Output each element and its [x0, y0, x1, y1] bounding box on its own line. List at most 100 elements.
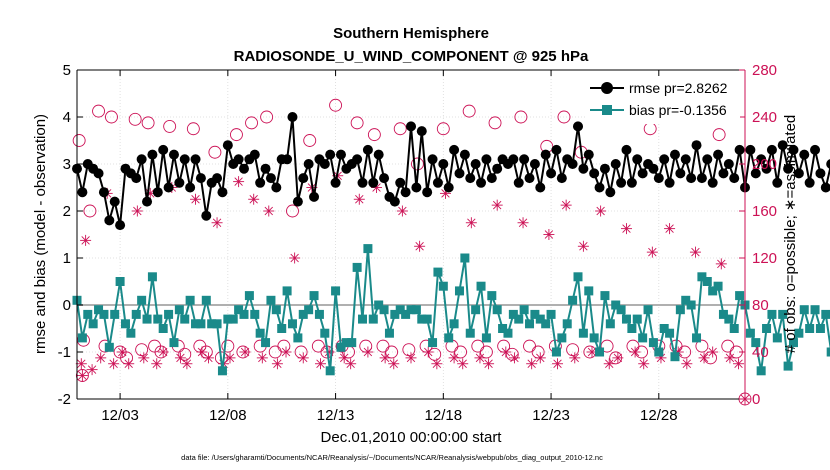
rmse-point: [734, 144, 745, 155]
rmse-point: [239, 163, 249, 174]
rmse-point: [529, 159, 540, 169]
bias-point: [643, 305, 653, 315]
rmse-point: [443, 182, 454, 193]
rmse-point: [578, 163, 589, 174]
bias-point: [454, 286, 464, 296]
obs-assimilated-marker: [534, 352, 546, 364]
obs-assimilated-marker: [560, 199, 572, 211]
bias-point: [304, 305, 314, 315]
obs-possible-marker: [350, 116, 364, 130]
obs-possible-marker: [163, 119, 177, 133]
obs-assimilated-marker: [422, 346, 434, 358]
bias-point: [266, 295, 276, 305]
rmse-point: [195, 173, 206, 184]
bias-point: [164, 309, 174, 319]
bias-point: [438, 281, 448, 291]
bias-point: [368, 314, 378, 324]
bias-point: [331, 286, 341, 296]
rmse-point: [653, 173, 664, 184]
bias-point: [503, 328, 513, 338]
axis-ticks: 12/03 12/08 12/13 12/18 12/23 12/28 -2 -1 0 1 2 3 4 5…: [58, 62, 777, 424]
rmse-point: [686, 173, 697, 184]
rmse-point: [174, 177, 185, 188]
bias-point: [508, 309, 518, 319]
rmse-point: [691, 140, 702, 151]
rmse-point: [131, 173, 142, 184]
bias-point: [772, 333, 782, 343]
bias-point: [250, 309, 260, 319]
obs-assimilated-marker: [323, 346, 335, 358]
bias-point: [395, 305, 405, 315]
bias-point: [363, 244, 373, 254]
rmse-point: [804, 177, 815, 188]
bias-point: [627, 324, 637, 333]
bias-point: [675, 305, 685, 315]
y2-tick-label: 80: [752, 297, 769, 314]
bias-point: [794, 328, 804, 338]
bias-point: [638, 333, 648, 343]
bias-point: [557, 333, 567, 343]
obs-possible-marker: [141, 116, 155, 130]
y2-tick-label: 200: [752, 156, 777, 173]
rmse-point: [486, 173, 497, 184]
obs-assimilated-marker: [116, 346, 128, 358]
rmse-point: [573, 121, 583, 132]
obs-assimilated-marker: [681, 358, 693, 370]
bias-point: [244, 291, 254, 301]
bias-point: [158, 324, 168, 333]
rmse-point: [723, 159, 734, 169]
bias-point: [568, 295, 578, 305]
rmse-point: [190, 154, 201, 165]
obs-assimilated-marker: [157, 346, 169, 358]
bias-point: [239, 309, 249, 319]
rmse-point: [470, 159, 481, 169]
rmse-point: [750, 168, 761, 179]
rmse-point: [373, 149, 384, 160]
bias-point: [783, 361, 793, 371]
rmse-point: [459, 149, 470, 160]
rmse-point: [513, 177, 524, 188]
bias-point: [724, 314, 734, 324]
bias-point: [659, 324, 669, 333]
bias-point: [535, 314, 545, 324]
obs-assimilated-marker: [698, 352, 710, 364]
x-tick-label: 12/23: [532, 407, 570, 424]
bias-point: [611, 300, 621, 310]
x-tick-label: 12/28: [640, 407, 678, 424]
rmse-point: [793, 168, 804, 179]
bias-point: [223, 314, 233, 324]
y-tick-label: 3: [63, 156, 71, 173]
obs-possible-marker: [260, 110, 274, 124]
obs-possible-marker: [230, 128, 243, 142]
obs-assimilated-marker: [577, 240, 589, 252]
rmse-point: [583, 149, 594, 160]
obs-assimilated-marker: [388, 358, 400, 370]
bias-point: [519, 305, 529, 315]
bias-point: [729, 324, 739, 333]
bias-point: [632, 314, 642, 324]
rmse-point: [309, 191, 320, 202]
y2-tick-label: 160: [752, 203, 777, 220]
obs-possible-marker: [367, 128, 381, 142]
rmse-point: [395, 177, 406, 188]
bias-point: [492, 305, 502, 315]
bias-point: [762, 324, 772, 333]
rmse-point: [168, 149, 179, 160]
bias-point: [686, 300, 696, 310]
y-tick-label: -1: [58, 344, 71, 361]
obs-assimilated-marker: [483, 358, 495, 370]
rmse-point: [508, 154, 519, 165]
bias-point: [778, 309, 788, 319]
rmse-point: [680, 154, 691, 165]
obs-assimilated-marker: [174, 352, 186, 364]
bias-point: [745, 328, 755, 338]
bias-point: [476, 281, 486, 291]
obs-assimilated-marker: [181, 358, 193, 370]
obs-assimilated-marker: [224, 352, 236, 364]
bias-point: [605, 319, 615, 329]
rmse-point: [416, 126, 427, 137]
rmse-point: [519, 154, 530, 165]
bias-point: [169, 338, 179, 348]
rmse-point: [616, 177, 627, 188]
bias-point: [191, 319, 201, 329]
